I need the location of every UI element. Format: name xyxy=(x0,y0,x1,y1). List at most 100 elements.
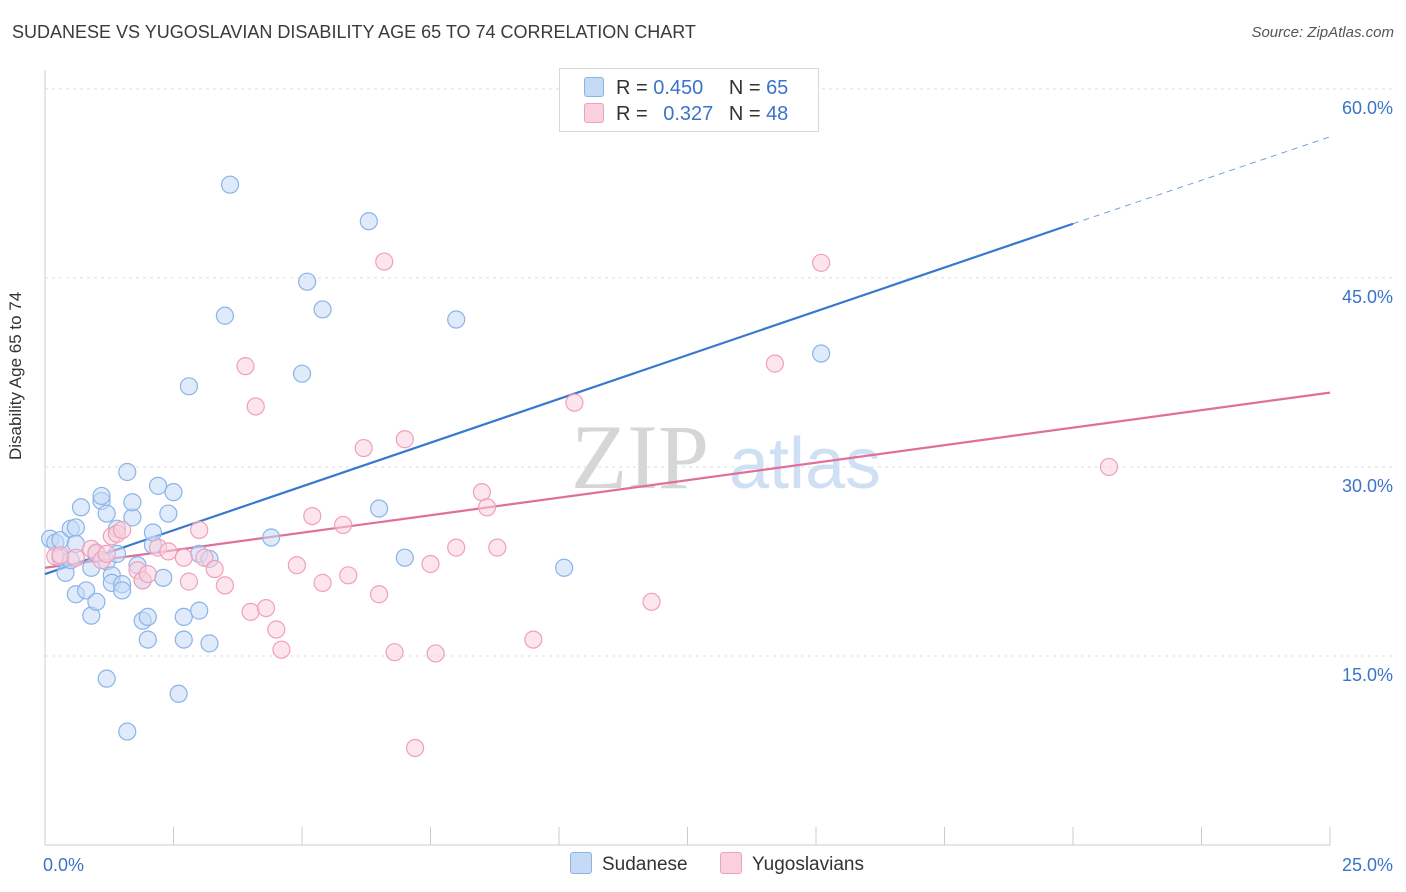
legend-item-sudanese[interactable]: Sudanese xyxy=(570,852,688,876)
point-yugoslavians xyxy=(565,393,584,412)
point-sudanese xyxy=(298,272,317,291)
point-sudanese xyxy=(215,306,234,325)
point-yugoslavians xyxy=(524,630,543,649)
point-sudanese xyxy=(66,518,85,537)
legend-swatch-sudanese xyxy=(570,852,592,874)
point-sudanese xyxy=(292,364,312,383)
point-sudanese xyxy=(112,581,132,600)
trend-line-sudanese-extension xyxy=(1072,136,1331,225)
n-value-yugoslavians: 48 xyxy=(766,103,789,125)
point-yugoslavians xyxy=(205,559,224,579)
point-yugoslavians xyxy=(447,538,466,557)
point-sudanese xyxy=(138,630,157,649)
trend-line-yugoslavians xyxy=(44,391,1331,569)
point-sudanese xyxy=(164,483,183,502)
legend-item-yugoslavians[interactable]: Yugoslavians xyxy=(720,852,864,876)
point-sudanese xyxy=(190,601,209,620)
point-sudanese xyxy=(313,300,332,319)
legend-swatch-sudanese xyxy=(584,77,604,97)
r-value-sudanese: 0.450 xyxy=(653,77,704,99)
r-label: R = xyxy=(616,103,648,125)
x-tick-label: 0.0% xyxy=(43,855,84,875)
legend-swatch-yugoslavians xyxy=(720,852,742,874)
point-sudanese xyxy=(154,568,173,587)
trend-lines xyxy=(44,136,1331,576)
point-yugoslavians xyxy=(97,544,116,564)
legend-row-yugoslavians: R = 0.327 N = 48 xyxy=(584,103,788,125)
point-yugoslavians xyxy=(159,542,178,561)
point-yugoslavians xyxy=(236,357,255,376)
point-yugoslavians xyxy=(488,538,507,557)
point-sudanese xyxy=(138,607,157,627)
point-sudanese xyxy=(174,630,193,649)
point-yugoslavians xyxy=(246,397,265,416)
point-sudanese xyxy=(97,669,116,688)
axes xyxy=(44,70,1331,846)
point-sudanese xyxy=(220,175,240,194)
point-yugoslavians xyxy=(477,498,497,517)
point-sudanese xyxy=(359,212,378,231)
point-sudanese xyxy=(143,523,163,542)
point-yugoslavians xyxy=(138,564,157,584)
point-sudanese xyxy=(395,548,414,567)
point-yugoslavians xyxy=(472,483,491,502)
point-yugoslavians xyxy=(385,643,404,662)
legend-row-sudanese: R = 0.450 N = 65 xyxy=(584,77,788,99)
chart-title: SUDANESE VS YUGOSLAVIAN DISABILITY AGE 6… xyxy=(12,22,696,42)
point-yugoslavians xyxy=(51,546,70,565)
point-yugoslavians xyxy=(339,566,358,585)
point-sudanese xyxy=(174,607,193,627)
r-value-yugoslavians: 0.327 xyxy=(663,103,714,125)
tick-labels: 15.0% 30.0% 45.0% 60.0% 0.0% 25.0% xyxy=(43,98,1393,875)
r-label: R = xyxy=(616,77,648,99)
point-sudanese xyxy=(71,498,91,517)
point-sudanese xyxy=(148,476,168,495)
point-sudanese xyxy=(77,581,96,600)
n-value-sudanese: 65 xyxy=(766,77,789,99)
point-yugoslavians xyxy=(241,602,260,621)
point-yugoslavians xyxy=(426,644,445,663)
y-tick-label: 15.0% xyxy=(1342,665,1393,685)
point-sudanese xyxy=(169,684,188,703)
point-yugoslavians xyxy=(303,506,322,526)
point-yugoslavians xyxy=(267,620,286,639)
data-points xyxy=(41,175,1119,758)
y-tick-label: 45.0% xyxy=(1342,287,1393,307)
point-yugoslavians xyxy=(174,548,193,567)
point-yugoslavians xyxy=(179,572,199,591)
point-yugoslavians xyxy=(256,598,276,618)
point-sudanese xyxy=(118,462,137,482)
point-sudanese xyxy=(812,344,831,363)
point-sudanese xyxy=(123,493,142,512)
point-yugoslavians xyxy=(375,252,394,271)
point-sudanese xyxy=(555,558,574,577)
point-yugoslavians xyxy=(421,554,440,574)
x-tick-label: 25.0% xyxy=(1342,855,1393,875)
point-yugoslavians xyxy=(66,548,85,567)
point-yugoslavians xyxy=(313,573,332,592)
n-label: N = xyxy=(728,77,761,99)
trend-line-sudanese xyxy=(44,222,1074,576)
legend-label-sudanese: Sudanese xyxy=(602,854,688,875)
point-sudanese xyxy=(87,592,106,611)
n-label: N = xyxy=(728,103,761,125)
legend-label-yugoslavians: Yugoslavians xyxy=(752,854,864,875)
point-sudanese xyxy=(370,499,389,518)
point-sudanese xyxy=(97,504,116,523)
point-yugoslavians xyxy=(272,640,291,659)
point-sudanese xyxy=(118,722,137,741)
point-sudanese xyxy=(159,504,178,523)
point-yugoslavians xyxy=(190,520,209,540)
correlation-legend: R = 0.450 N = 65 R = 0.327 N = 48 xyxy=(559,68,819,132)
point-yugoslavians xyxy=(195,548,214,567)
point-yugoslavians xyxy=(334,515,353,535)
point-yugoslavians xyxy=(405,738,425,758)
point-yugoslavians xyxy=(112,520,132,540)
watermark-zip: ZIP xyxy=(571,406,709,508)
point-yugoslavians xyxy=(1099,457,1119,477)
point-yugoslavians xyxy=(642,592,661,611)
point-yugoslavians xyxy=(215,576,234,595)
point-yugoslavians xyxy=(765,354,784,373)
point-yugoslavians xyxy=(370,585,389,604)
